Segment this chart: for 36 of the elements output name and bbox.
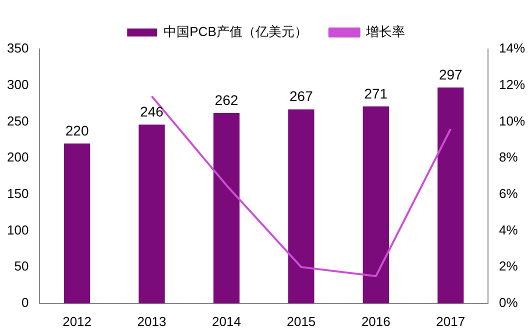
x-tick-label: 2013 [137,314,166,329]
y-tick-label: 350 [6,40,29,56]
y-tick-label: 150 [6,186,29,201]
data-label: 267 [290,88,314,104]
x-tick-label: 2012 [62,314,92,329]
y2-tick-label: 10% [498,113,526,128]
y2-tick-label: 12% [498,76,526,92]
y-tick-label: 50 [14,258,29,274]
data-label: 297 [438,66,463,82]
x-tick-label: 2015 [286,314,316,329]
y2-tick-label: 6% [498,186,518,201]
bar [64,143,90,304]
bar [362,106,389,304]
x-tick-label: 2014 [212,314,241,329]
legend-label: 中国PCB产值（亿美元） [164,24,308,40]
y-tick-label: 300 [6,76,29,92]
bar [138,124,165,304]
y-tick-label: 250 [6,113,29,128]
y2-tick-label: 2% [498,258,518,274]
legend-label: 增长率 [364,24,405,40]
y2-tick-label: 14% [498,40,526,56]
x-tick-label: 2017 [436,314,466,329]
y2-tick-label: 0% [498,294,518,310]
bar [288,109,314,304]
y-tick-label: 200 [6,150,29,165]
y-tick-label: 100 [6,222,29,238]
data-label: 262 [214,92,238,108]
data-label: 271 [364,85,388,102]
bar [438,88,464,304]
y2-tick-label: 8% [498,150,518,165]
x-tick-label: 2016 [361,314,390,329]
data-label: 220 [65,122,89,138]
data-label: 246 [140,103,164,120]
y2-tick-label: 4% [498,222,518,238]
bar [213,112,240,304]
y-tick-label: 0 [21,294,29,310]
